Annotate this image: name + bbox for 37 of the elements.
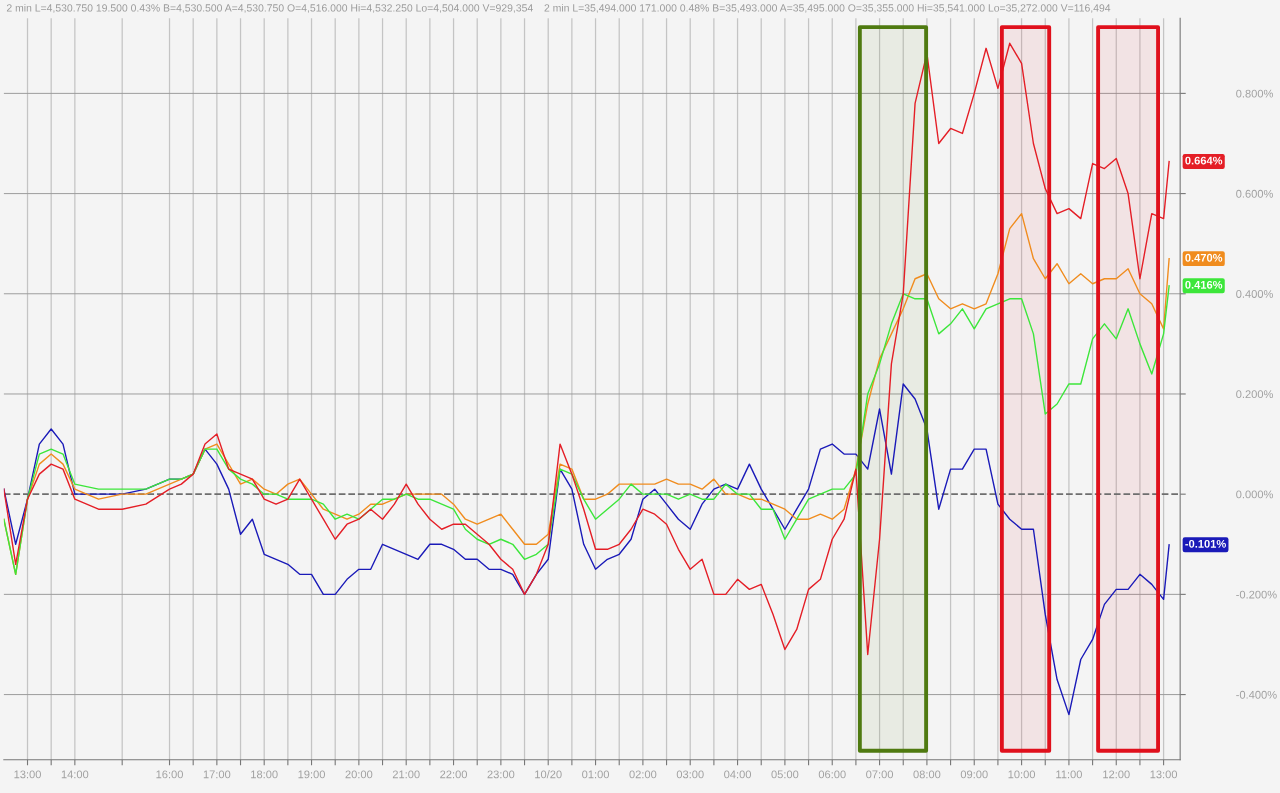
- x-tick-label: 07:00: [866, 770, 894, 779]
- x-tick-label: 01:00: [582, 770, 610, 779]
- x-tick-label: 09:00: [960, 770, 988, 779]
- y-tick-label: 0.400%: [1236, 290, 1273, 298]
- x-tick-label: 08:00: [913, 770, 941, 779]
- y-tick-label: 0.600%: [1236, 189, 1273, 198]
- x-tick-label: 02:00: [629, 770, 657, 779]
- x-tick-label: 20:00: [345, 770, 373, 779]
- x-tick-label: 19:00: [298, 770, 325, 779]
- data-label: 0.470%: [1185, 253, 1223, 262]
- data-label: 0.416%: [1185, 280, 1223, 289]
- x-tick-label: 21:00: [392, 770, 420, 779]
- x-tick-label: 14:00: [61, 770, 89, 779]
- x-tick-label: 05:00: [771, 770, 799, 779]
- y-tick-label: 0.000%: [1236, 490, 1273, 499]
- x-tick-label: 18:00: [251, 770, 278, 779]
- x-tick-label: 17:00: [203, 770, 231, 779]
- x-tick-label: 06:00: [818, 770, 846, 779]
- x-tick-label: 22:00: [440, 770, 468, 779]
- y-tick-label: 0.200%: [1236, 390, 1273, 399]
- data-label: -0.101%: [1185, 539, 1226, 548]
- x-tick-label: 10:00: [1008, 770, 1036, 779]
- y-tick-label: 0.800%: [1236, 89, 1273, 98]
- x-tick-label: 12:00: [1103, 770, 1130, 779]
- x-tick-label: 23:00: [487, 770, 515, 779]
- x-tick-label: 13:00: [14, 770, 41, 779]
- y-tick-label: -0.400%: [1236, 690, 1277, 699]
- text: 2 min L=4,530.750 19.500 0.43% B=4,530.500 A=4,530.750 O=4,516.000 Hi=4,532.250 Lo=4,504.000 V=929,354: [6, 3, 533, 13]
- x-tick-label: 03:00: [676, 770, 704, 779]
- y-tick-label: -0.200%: [1236, 590, 1277, 599]
- x-tick-label: 13:00: [1150, 770, 1178, 779]
- x-tick-label: 04:00: [724, 770, 752, 779]
- text: 2 min L=35,494.000 171.000 0.48% B=35,493.000 A=35,495.000 O=35,355.000 Hi=35,541.000 Lo=35,272.000 V=116,494: [544, 3, 1111, 13]
- data-label: 0.664%: [1185, 156, 1223, 165]
- x-tick-label: 16:00: [156, 770, 183, 779]
- x-tick-label: 11:00: [1056, 770, 1082, 779]
- x-tick-label: 10/20: [535, 770, 562, 779]
